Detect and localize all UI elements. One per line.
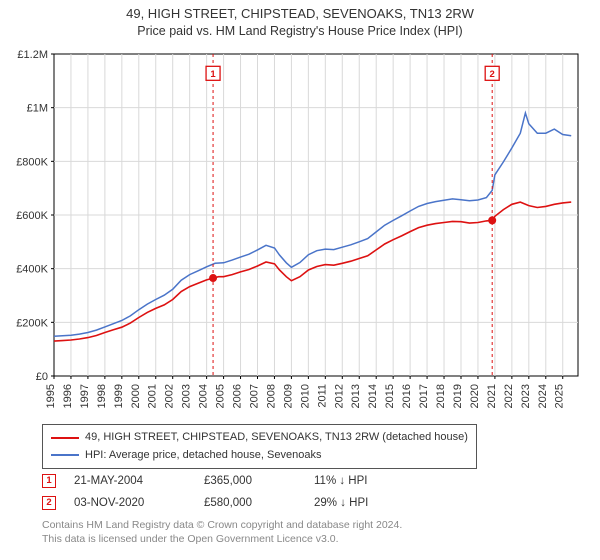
legend-swatch (51, 437, 79, 439)
copyright: Contains HM Land Registry data © Crown c… (42, 518, 402, 546)
sale-date: 21-MAY-2004 (74, 475, 204, 487)
legend-label: HPI: Average price, detached house, Seve… (85, 447, 321, 465)
chart-container: 49, HIGH STREET, CHIPSTEAD, SEVENOAKS, T… (0, 0, 600, 560)
svg-text:2017: 2017 (418, 384, 430, 408)
sale-delta: 29% ↓ HPI (314, 497, 434, 509)
sale-date: 03-NOV-2020 (74, 497, 204, 509)
copyright-line1: Contains HM Land Registry data © Crown c… (42, 518, 402, 532)
svg-text:1997: 1997 (79, 384, 91, 408)
legend: 49, HIGH STREET, CHIPSTEAD, SEVENOAKS, T… (42, 424, 477, 469)
svg-text:1998: 1998 (96, 384, 108, 408)
svg-text:2012: 2012 (333, 384, 345, 408)
copyright-line2: This data is licensed under the Open Gov… (42, 532, 402, 546)
svg-text:2004: 2004 (198, 384, 210, 408)
svg-text:2000: 2000 (130, 384, 142, 408)
sales-table: 1 21-MAY-2004£365,00011% ↓ HPI 2 03-NOV-202… (42, 470, 434, 514)
svg-text:2005: 2005 (215, 384, 227, 408)
svg-text:2014: 2014 (367, 384, 379, 408)
svg-text:£0: £0 (36, 371, 48, 383)
svg-text:2003: 2003 (181, 384, 193, 408)
title-main: 49, HIGH STREET, CHIPSTEAD, SEVENOAKS, T… (10, 6, 590, 23)
sale-price: £580,000 (204, 497, 314, 509)
svg-text:2009: 2009 (282, 384, 294, 408)
svg-text:2016: 2016 (401, 384, 413, 408)
title-sub: Price paid vs. HM Land Registry's House … (10, 23, 590, 39)
svg-text:2015: 2015 (384, 384, 396, 408)
sale-marker-box: 2 (42, 496, 56, 510)
svg-text:2024: 2024 (537, 384, 549, 408)
svg-text:£200K: £200K (16, 317, 48, 329)
svg-text:2023: 2023 (520, 384, 532, 408)
svg-text:2022: 2022 (503, 384, 515, 408)
sale-delta: 11% ↓ HPI (314, 475, 434, 487)
legend-item-0: 49, HIGH STREET, CHIPSTEAD, SEVENOAKS, T… (51, 429, 468, 447)
svg-text:1999: 1999 (113, 384, 125, 408)
svg-text:2018: 2018 (435, 384, 447, 408)
svg-text:1996: 1996 (62, 384, 74, 408)
sale-price: £365,000 (204, 475, 314, 487)
svg-text:1995: 1995 (45, 384, 57, 408)
sale-dot-1 (209, 274, 217, 282)
sales-row-2: 2 03-NOV-2020£580,00029% ↓ HPI (42, 492, 434, 514)
price-chart: £0 £200K £400K £600K £800K £1M £1.2M 1995 1996 19… (10, 48, 590, 418)
svg-text:2021: 2021 (486, 384, 498, 408)
svg-text:2007: 2007 (248, 384, 260, 408)
svg-text:2006: 2006 (232, 384, 244, 408)
svg-text:2013: 2013 (350, 384, 362, 408)
svg-text:£400K: £400K (16, 264, 48, 276)
svg-text:2025: 2025 (554, 384, 566, 408)
svg-text:2020: 2020 (469, 384, 481, 408)
svg-text:2001: 2001 (147, 384, 159, 408)
svg-text:2008: 2008 (265, 384, 277, 408)
legend-label: 49, HIGH STREET, CHIPSTEAD, SEVENOAKS, T… (85, 429, 468, 447)
svg-text:1: 1 (210, 69, 216, 80)
sale-dot-2 (488, 216, 496, 224)
sale-marker-box: 1 (42, 474, 56, 488)
legend-swatch (51, 454, 79, 456)
legend-item-1: HPI: Average price, detached house, Seve… (51, 447, 468, 465)
svg-text:£800K: £800K (16, 156, 48, 168)
svg-text:2010: 2010 (299, 384, 311, 408)
svg-text:2019: 2019 (452, 384, 464, 408)
sales-row-1: 1 21-MAY-2004£365,00011% ↓ HPI (42, 470, 434, 492)
svg-text:2: 2 (490, 69, 495, 80)
svg-text:£600K: £600K (16, 210, 48, 222)
title-block: 49, HIGH STREET, CHIPSTEAD, SEVENOAKS, T… (0, 0, 600, 41)
svg-text:2011: 2011 (316, 384, 328, 408)
svg-text:2002: 2002 (164, 384, 176, 408)
svg-text:£1.2M: £1.2M (17, 49, 48, 61)
svg-text:£1M: £1M (27, 103, 48, 115)
